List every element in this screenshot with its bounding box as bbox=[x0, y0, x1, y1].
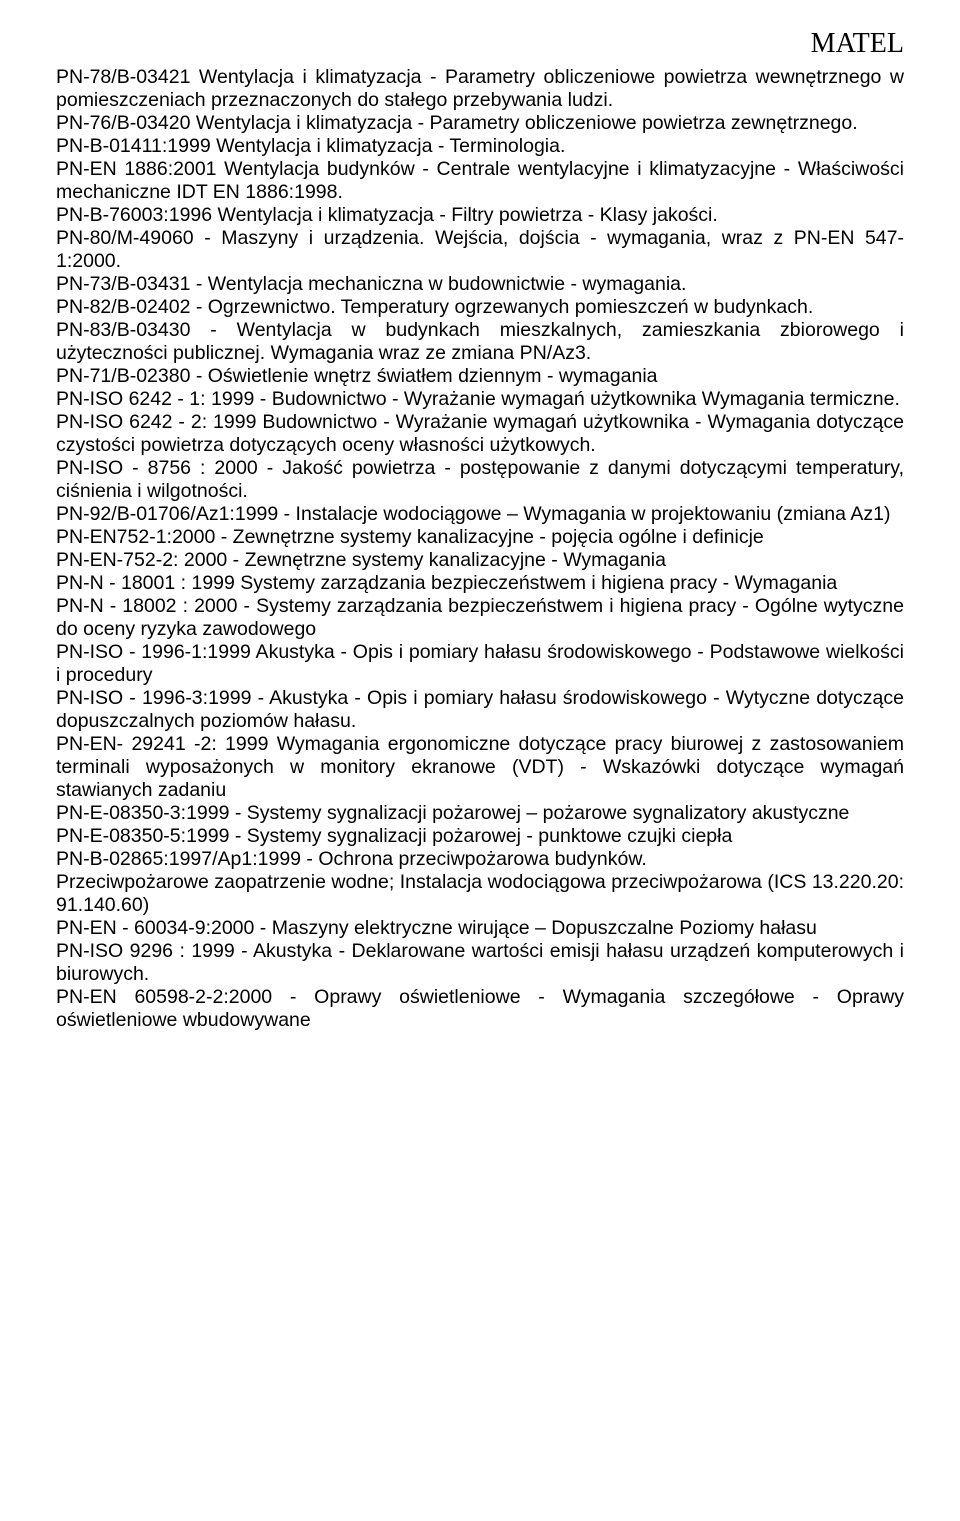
document-page: MATEL PN-78/B-03421 Wentylacja i klimaty… bbox=[0, 0, 960, 1521]
standards-body-text: PN-78/B-03421 Wentylacja i klimatyzacja … bbox=[56, 66, 904, 1032]
header-label: MATEL bbox=[56, 28, 904, 60]
